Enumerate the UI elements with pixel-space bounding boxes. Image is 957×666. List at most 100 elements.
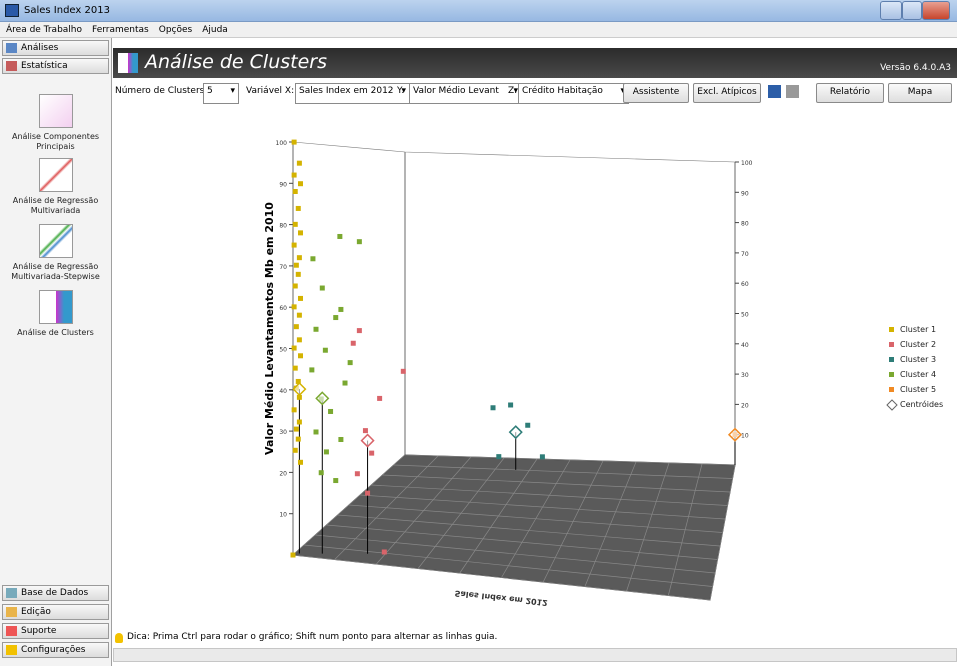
item-label: Análise Componentes Principais: [11, 132, 100, 151]
y-tick-label: 20: [279, 470, 287, 477]
data-point: [296, 312, 302, 318]
data-point: [292, 283, 298, 289]
window-buttons: [880, 1, 950, 20]
y-tick-label: 30: [741, 372, 749, 379]
floor-grid-line: [371, 484, 728, 506]
menu-item[interactable]: Opções: [158, 24, 193, 35]
x-combo[interactable]: Sales Index em 2012: [295, 83, 410, 104]
y-tick-label: 40: [279, 388, 287, 395]
data-point: [298, 353, 304, 359]
header-banner: Análise de Clusters Versão 6.4.0.A3: [113, 48, 957, 78]
sidebar-tab[interactable]: Base de Dados: [2, 585, 109, 601]
data-point: [298, 181, 304, 187]
header-icon: [118, 53, 138, 73]
legend-swatch: [889, 357, 894, 362]
data-point: [350, 340, 356, 346]
data-point: [296, 255, 302, 261]
y-tick-label: 50: [279, 347, 287, 354]
data-point: [328, 408, 334, 414]
data-point: [295, 436, 301, 442]
z-combo[interactable]: Crédito Habitação: [518, 83, 629, 104]
sidebar-item[interactable]: Análise Componentes Principais: [2, 94, 109, 152]
menu-item[interactable]: Ferramentas: [92, 24, 149, 35]
tab-label: Análises: [21, 43, 59, 53]
tab-label: Configurações: [21, 645, 86, 655]
menu-item[interactable]: Área de Trabalho: [6, 24, 83, 35]
data-point: [365, 490, 371, 496]
data-point: [296, 160, 302, 166]
sidebar-item[interactable]: Análise de Clusters: [2, 290, 109, 338]
combo-value: Crédito Habitação: [522, 86, 603, 96]
item-label: Análise de Regressão Multivariada-Stepwi…: [11, 262, 100, 281]
data-point: [292, 221, 298, 227]
y-tick-label: 90: [279, 181, 287, 188]
data-point: [291, 139, 297, 145]
data-point: [319, 285, 325, 291]
floor: [291, 454, 736, 601]
spinner-value: 5: [207, 86, 213, 96]
minimize-button[interactable]: [880, 1, 903, 20]
centroid: [508, 425, 523, 440]
legend-label: Cluster 5: [900, 385, 936, 394]
sidebar-tab[interactable]: Configurações: [2, 642, 109, 658]
app-icon: [5, 4, 19, 17]
data-point: [293, 262, 299, 268]
sidebar-item[interactable]: Análise de Regressão Multivariada: [2, 158, 109, 216]
data-point: [295, 205, 301, 211]
data-point: [295, 378, 301, 384]
print-icon[interactable]: [786, 85, 799, 98]
outliers-button[interactable]: Excl. Atípicos: [693, 83, 761, 103]
data-point: [291, 242, 297, 248]
wizard-button[interactable]: Assistente: [623, 83, 689, 103]
y-tick-label: 100: [276, 140, 288, 147]
y-tick-label: 70: [279, 264, 287, 271]
sidebar-tab[interactable]: Edição: [2, 604, 109, 620]
legend-label: Cluster 2: [900, 340, 936, 349]
legend-label: Cluster 3: [900, 355, 936, 364]
y-tick-label: 60: [279, 305, 287, 312]
y-tick-label: 100: [741, 160, 753, 167]
maximize-button[interactable]: [902, 1, 923, 20]
y-tick-label: 40: [741, 342, 749, 349]
sidebar-tab[interactable]: Análises: [2, 40, 109, 56]
clusters-label: Número de Clusters:: [115, 86, 208, 96]
item-label: Análise de Clusters: [17, 328, 94, 337]
sidebar-item[interactable]: Análise de Regressão Multivariada-Stepwi…: [2, 224, 109, 282]
map-button[interactable]: Mapa: [888, 83, 952, 103]
data-point: [313, 326, 319, 332]
sidebar-tab[interactable]: Suporte: [2, 623, 109, 639]
legend-swatch: [889, 372, 894, 377]
header-title: Análise de Clusters: [145, 51, 327, 73]
clusters-spinner[interactable]: 5: [203, 83, 239, 104]
data-point: [539, 454, 545, 460]
close-button[interactable]: [922, 1, 950, 20]
y-tick-label: 90: [741, 190, 749, 197]
data-point: [356, 239, 362, 245]
floor-grid-line: [404, 454, 736, 466]
floor-grid-line: [304, 544, 713, 587]
sidebar-tab[interactable]: Estatística: [2, 58, 109, 74]
data-point: [292, 365, 298, 371]
data-point: [369, 450, 375, 456]
data-point: [342, 380, 348, 386]
y-tick-label: 80: [279, 223, 287, 230]
menu-item[interactable]: Ajuda: [202, 24, 228, 35]
data-point: [356, 328, 362, 334]
report-button[interactable]: Relatório: [816, 83, 884, 103]
toolbar: Número de Clusters: 5 Variável X: Sales …: [113, 80, 957, 104]
data-point: [292, 447, 298, 453]
save-icon[interactable]: [768, 85, 781, 98]
tab-label: Base de Dados: [21, 588, 89, 598]
combo-value: Valor Médio Levant: [413, 86, 499, 96]
floor-grid-line: [382, 474, 731, 493]
menu-bar: Área de Trabalho Ferramentas Opções Ajud…: [0, 22, 957, 38]
data-point: [298, 459, 304, 465]
y-combo[interactable]: Valor Médio Levant: [409, 83, 522, 104]
legend-swatch: [889, 387, 894, 392]
y-tick-label: 80: [741, 221, 749, 228]
title-bar: Sales Index 2013: [0, 0, 957, 22]
hint-bar: Dica: Prima Ctrl para rodar o gráfico; S…: [113, 632, 957, 646]
data-point: [354, 471, 360, 477]
horizontal-scrollbar[interactable]: [113, 648, 957, 662]
